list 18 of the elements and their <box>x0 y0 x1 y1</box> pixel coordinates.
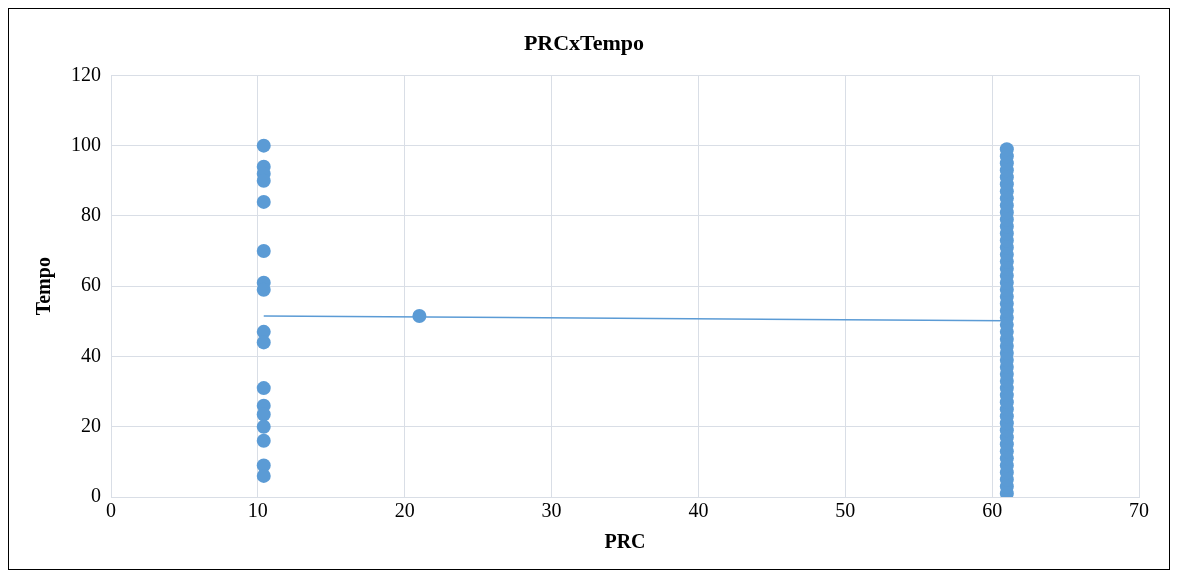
y-tick-label: 100 <box>71 132 101 155</box>
x-tick-label: 60 <box>982 499 1003 522</box>
chart-title: PRCxTempo <box>523 29 645 55</box>
y-tick-label: 0 <box>91 484 101 507</box>
x-axis-title: PRC <box>604 530 646 553</box>
x-tick-label: 10 <box>247 499 268 522</box>
x-tick-label: 50 <box>835 499 856 522</box>
y-axis-title: Tempo <box>32 257 56 316</box>
x-tick-label: 70 <box>1129 499 1149 522</box>
x-tick-label: 0 <box>106 499 116 522</box>
y-tick-label: 60 <box>81 273 101 296</box>
x-tick-label: 40 <box>688 499 709 522</box>
y-tick-label: 20 <box>81 413 101 436</box>
x-tick-label: 20 <box>394 499 415 522</box>
x-tick-label: 30 <box>541 499 562 522</box>
y-tick-label: 80 <box>81 203 101 226</box>
y-tick-label: 120 <box>71 62 101 85</box>
y-tick-label: 40 <box>81 343 101 366</box>
